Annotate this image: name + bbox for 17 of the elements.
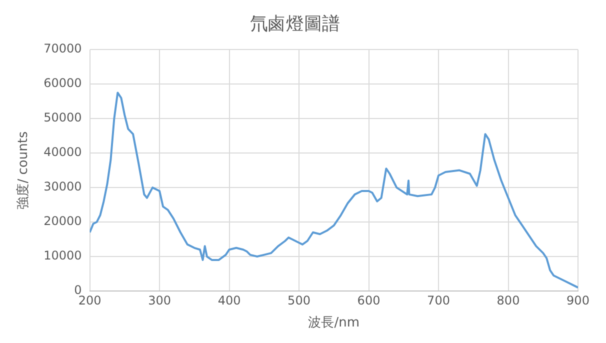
x-tick-label: 800 <box>496 293 520 308</box>
y-tick-label: 20000 <box>44 214 82 228</box>
x-tick-label: 400 <box>218 293 241 308</box>
y-tick-label: 50000 <box>44 110 82 125</box>
y-tick-label: 40000 <box>44 145 82 160</box>
y-tick-label: 60000 <box>44 76 82 90</box>
chart-title: 氘鹵燈圖譜 <box>250 13 340 34</box>
x-tick-label: 700 <box>427 293 450 308</box>
x-tick-label: 900 <box>566 293 590 308</box>
x-tick-label: 600 <box>357 293 380 308</box>
x-tick-label: 500 <box>288 293 310 308</box>
y-tick-label: 30000 <box>44 180 82 194</box>
y-axis-title: 強度/ counts <box>15 131 32 210</box>
x-tick-label: 300 <box>148 293 171 308</box>
y-tick-label: 10000 <box>44 248 82 263</box>
x-axis-title: 波長/nm <box>308 316 360 331</box>
y-tick-label: 70000 <box>44 42 82 56</box>
